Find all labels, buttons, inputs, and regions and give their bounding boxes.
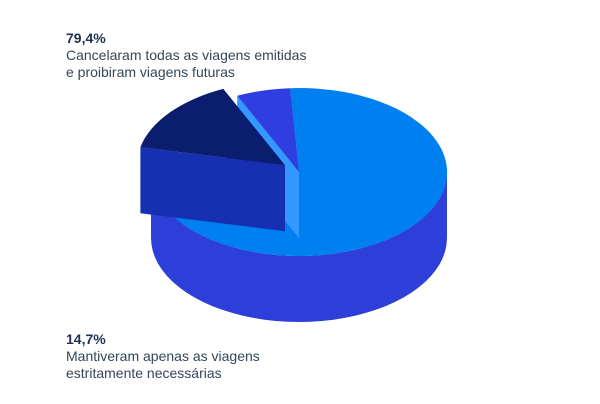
slice-top-outros [237,88,299,172]
slice-text-mantiveram-line1: Mantiveram apenas as viagens [66,348,260,364]
slice-text-cancelaram-line1: Cancelaram todas as viagens emitidas [66,47,307,63]
slice-text-cancelaram-line2: e proibiram viagens futuras [66,64,235,80]
slice-label-mantiveram: 14,7% Mantiveram apenas as viagens estri… [66,331,260,382]
slice-side-cancelaram-0 [151,172,447,322]
slice-top-mantiveram [140,88,285,166]
slice-percent-mantiveram: 14,7% [66,331,106,347]
slice-percent-cancelaram: 79,4% [66,30,106,46]
slice-text-mantiveram-line2: estritamente necessárias [66,365,222,381]
slice-label-cancelaram: 79,4% Cancelaram todas as viagens emitid… [66,30,306,81]
